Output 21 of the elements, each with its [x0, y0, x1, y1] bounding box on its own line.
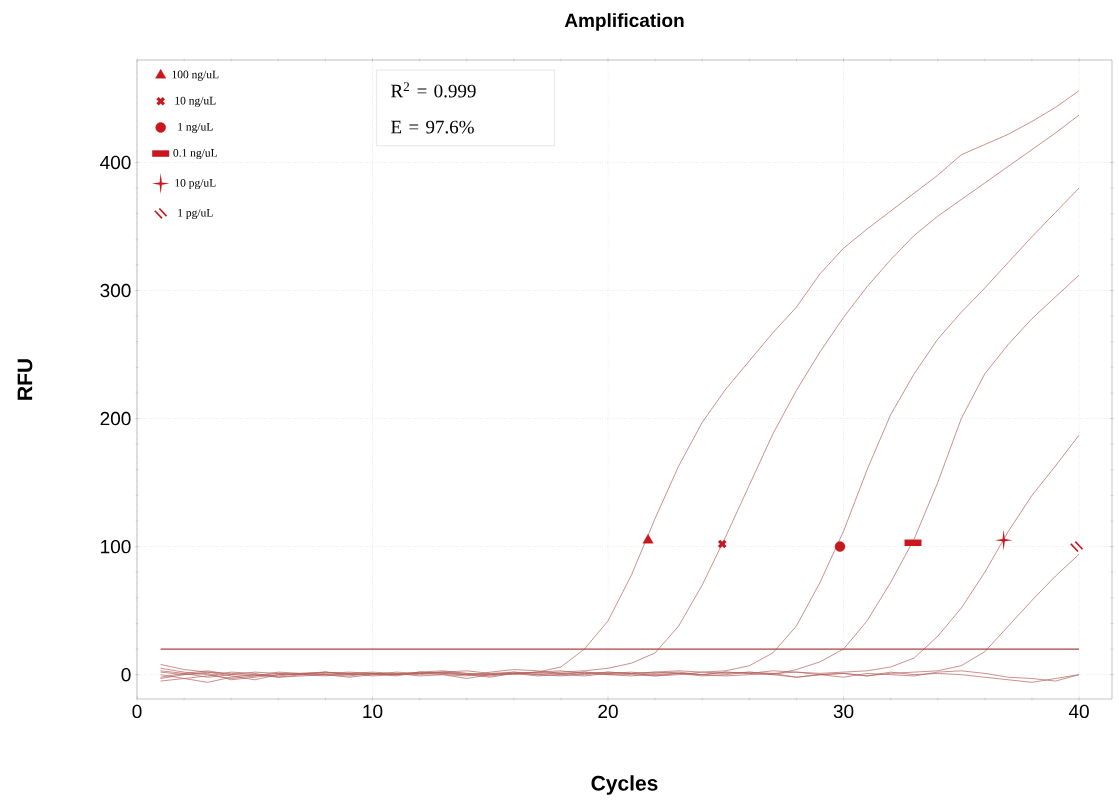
- x-axis-title: Cycles: [591, 775, 658, 795]
- y-tick-label: 0: [121, 667, 131, 682]
- y-tick-label: 100: [101, 539, 131, 554]
- x-tick-label: 20: [598, 704, 618, 719]
- annotation: R$^{2}$ = 0.999: [391, 82, 476, 98]
- annotation: E = 97.6%: [391, 120, 474, 134]
- x-tick-label: 40: [1068, 704, 1089, 719]
- x-tick-label: 10: [363, 704, 383, 719]
- legend-label: 100 ng/uL: [172, 70, 219, 81]
- legend-label: 1 pg/uL: [178, 208, 213, 219]
- legend-label: 10 ng/uL: [175, 96, 216, 107]
- legend-label: 0.1 ng/uL: [173, 148, 217, 160]
- y-axis-title: RFU: [17, 359, 33, 400]
- y-tick-label: 400: [100, 155, 131, 170]
- chart-title: Amplification: [564, 13, 684, 31]
- x-tick-label: 30: [833, 704, 854, 719]
- legend-label: 1 ng/uL: [178, 122, 213, 133]
- y-tick-label: 300: [100, 283, 131, 298]
- y-tick-label: 200: [100, 411, 131, 426]
- legend-label: 10 pg/uL: [175, 178, 216, 190]
- x-tick-label: 0: [132, 704, 142, 719]
